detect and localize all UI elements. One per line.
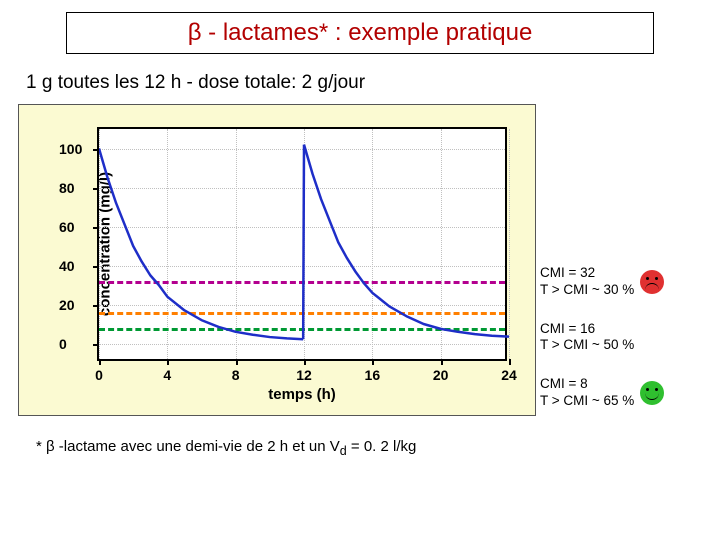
tick-label-y: 100 (59, 141, 82, 157)
tick-label-y: 80 (59, 180, 75, 196)
concentration-curve (99, 129, 509, 363)
legend-item: CMI = 32T > CMI ~ 30 % (540, 265, 700, 299)
plot-area: concentration (mg/l) temps (h) 048121620… (97, 127, 507, 361)
tick-label-x: 4 (163, 367, 171, 383)
tick-label-x: 8 (232, 367, 240, 383)
tick-label-x: 20 (433, 367, 449, 383)
legend-text: CMI = 8T > CMI ~ 65 % (540, 376, 634, 410)
tick-label-x: 16 (365, 367, 381, 383)
legend-text: CMI = 16T > CMI ~ 50 % (540, 321, 634, 355)
chart-row: concentration (mg/l) temps (h) 048121620… (18, 104, 702, 416)
tick-label-y: 0 (59, 336, 67, 352)
tick-label-x: 12 (296, 367, 312, 383)
chart-panel: concentration (mg/l) temps (h) 048121620… (18, 104, 536, 416)
tick-label-y: 40 (59, 258, 75, 274)
tick-label-y: 20 (59, 297, 75, 313)
legend-item: CMI = 16T > CMI ~ 50 % (540, 321, 700, 355)
legend-item: CMI = 8T > CMI ~ 65 % (540, 376, 700, 410)
title-box: β - lactames* : exemple pratique (66, 12, 654, 54)
tick-label-y: 60 (59, 219, 75, 235)
grid-v (509, 129, 510, 359)
smiley-icon (640, 381, 664, 405)
footnote: * β -lactame avec une demi-vie de 2 h et… (36, 438, 702, 458)
legend-text: CMI = 32T > CMI ~ 30 % (540, 265, 634, 299)
tick-label-x: 24 (501, 367, 517, 383)
page-title: β - lactames* : exemple pratique (188, 19, 533, 46)
x-axis-label: temps (h) (268, 386, 336, 403)
legend: CMI = 32T > CMI ~ 30 % CMI = 16T > CMI ~ … (540, 104, 700, 416)
tick-x (509, 359, 511, 365)
dosage-subtitle: 1 g toutes les 12 h - dose totale: 2 g/j… (26, 72, 702, 94)
sad-face-icon (640, 270, 664, 294)
tick-label-x: 0 (95, 367, 103, 383)
